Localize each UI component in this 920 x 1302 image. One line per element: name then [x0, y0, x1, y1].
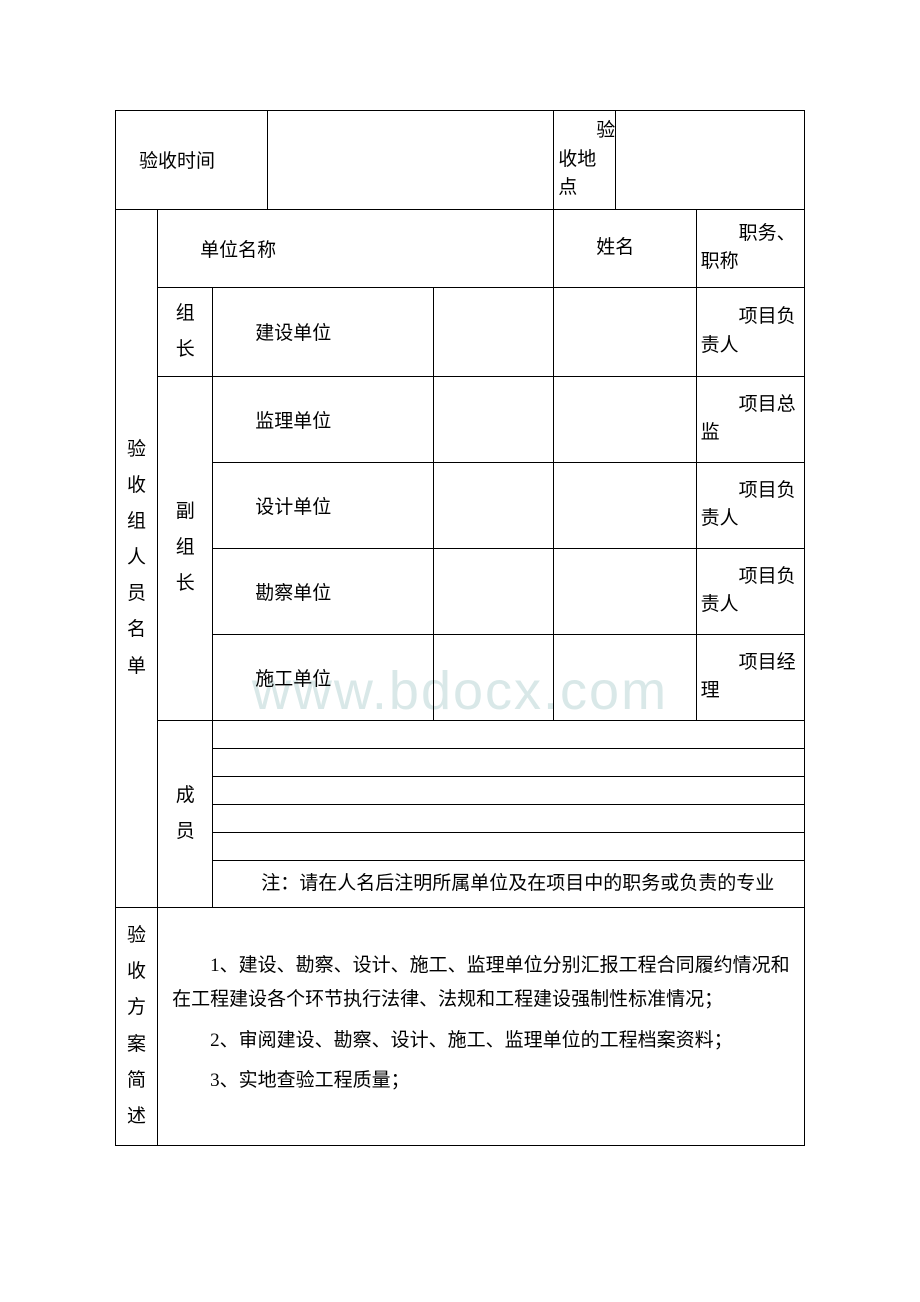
plan-item-2: 3、实地查验工程质量； — [172, 1064, 790, 1098]
deputy-row-0: 副组长 监理单位 项目总监 — [116, 376, 805, 462]
leader-role: 组长 — [158, 287, 213, 376]
location-label: 验收地点 — [554, 111, 616, 210]
plan-row: 验收方案简述 1、建设、勘察、设计、施工、监理单位分别汇报工程合同履约情况和在工… — [116, 908, 805, 1146]
deputy-row-2: 勘察单位 项目负责人 — [116, 548, 805, 634]
leader-c1 — [433, 287, 553, 376]
member-header-row: 验收组人员名单 单位名称 姓名 职务、职称 — [116, 209, 805, 287]
member-row-1 — [116, 748, 805, 776]
name-header: 姓名 — [554, 209, 696, 287]
member-empty-4 — [213, 832, 805, 860]
unit-header: 单位名称 — [158, 209, 554, 287]
deputy-row-3: 施工单位 项目经理 — [116, 634, 805, 720]
acceptance-form-table: 验收时间 验收地点 验收组人员名单 单位名称 姓名 职务、职称 组长 建设单位 … — [115, 110, 805, 1146]
deputy-unit-1: 设计单位 — [213, 462, 434, 548]
deputy-title-3: 项目经理 — [696, 634, 804, 720]
header-time-location-row: 验收时间 验收地点 — [116, 111, 805, 210]
member-note-row: 注：请在人名后注明所属单位及在项目中的职务或负责的专业 — [116, 860, 805, 907]
member-section-label: 验收组人员名单 — [116, 209, 158, 908]
member-role: 成员 — [158, 720, 213, 907]
deputy0-c1 — [433, 376, 553, 462]
member-row-0: 成员 — [116, 720, 805, 748]
plan-item-0: 1、建设、勘察、设计、施工、监理单位分别汇报工程合同履约情况和在工程建设各个环节… — [172, 949, 790, 1017]
deputy-unit-3: 施工单位 — [213, 634, 434, 720]
deputy-title-2: 项目负责人 — [696, 548, 804, 634]
leader-c2 — [554, 287, 696, 376]
time-value — [268, 111, 554, 210]
deputy0-c2 — [554, 376, 696, 462]
member-empty-1 — [213, 748, 805, 776]
member-row-2 — [116, 776, 805, 804]
leader-title: 项目负责人 — [696, 287, 804, 376]
deputy3-c2 — [554, 634, 696, 720]
deputy-unit-0: 监理单位 — [213, 376, 434, 462]
deputy-unit-2: 勘察单位 — [213, 548, 434, 634]
plan-item-1: 2、审阅建设、勘察、设计、施工、监理单位的工程档案资料； — [172, 1024, 790, 1058]
member-note: 注：请在人名后注明所属单位及在项目中的职务或负责的专业 — [213, 860, 805, 907]
plan-label: 验收方案简述 — [116, 908, 158, 1146]
deputy-title-1: 项目负责人 — [696, 462, 804, 548]
location-value — [616, 111, 805, 210]
member-row-4 — [116, 832, 805, 860]
deputy2-c1 — [433, 548, 553, 634]
deputy2-c2 — [554, 548, 696, 634]
deputy3-c1 — [433, 634, 553, 720]
plan-content: 1、建设、勘察、设计、施工、监理单位分别汇报工程合同履约情况和在工程建设各个环节… — [158, 908, 805, 1146]
deputy1-c1 — [433, 462, 553, 548]
member-empty-3 — [213, 804, 805, 832]
member-row-3 — [116, 804, 805, 832]
deputy1-c2 — [554, 462, 696, 548]
deputy-row-1: 设计单位 项目负责人 — [116, 462, 805, 548]
deputy-role: 副组长 — [158, 376, 213, 720]
leader-unit: 建设单位 — [213, 287, 434, 376]
deputy-title-0: 项目总监 — [696, 376, 804, 462]
member-empty-0 — [213, 720, 805, 748]
leader-row: 组长 建设单位 项目负责人 — [116, 287, 805, 376]
title-header: 职务、职称 — [696, 209, 804, 287]
member-empty-2 — [213, 776, 805, 804]
time-label: 验收时间 — [116, 111, 268, 210]
